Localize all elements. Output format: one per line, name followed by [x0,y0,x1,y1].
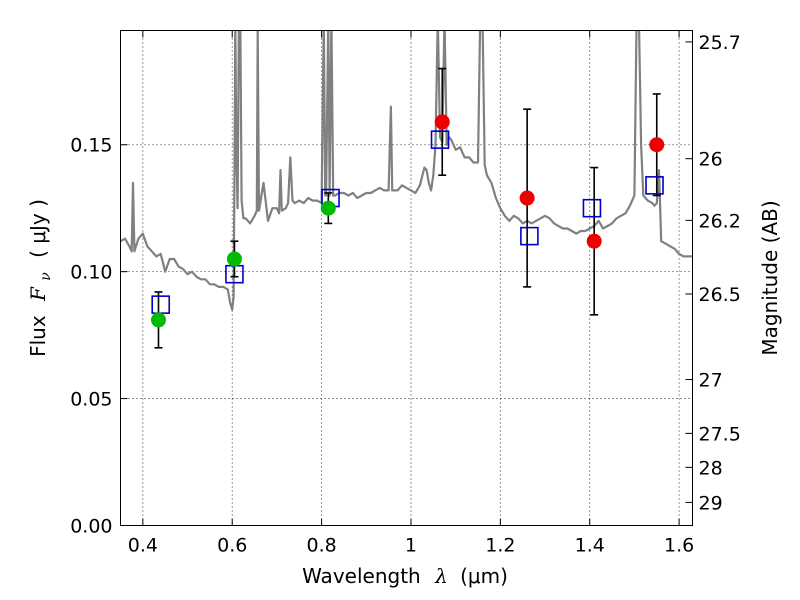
x-axis-label-symbol: λ [434,564,448,588]
model-photometry-square [582,198,602,218]
green-point [226,251,242,267]
model-photometry-square [151,295,171,314]
y-axis-label-symbol: F [26,286,50,302]
y2-axis-label: Magnitude (AB) [758,200,782,355]
x-tick-label: 1.2 [485,535,515,557]
y-tick-label: 0.00 [70,516,112,538]
mag-tick-label: 26.2 [699,210,741,232]
x-tick-label: 1 [405,535,417,557]
data-points-layer [150,67,665,349]
grid [120,30,693,526]
red-point [519,190,535,206]
ticks-layer: 0.4 0.6 0.8 1 1.2 1.4 1.6 0.00 0.05 0.10 0.15 25.7 2… [70,30,741,557]
red-point [434,114,450,130]
y-tick-label: 0.15 [70,135,112,157]
y-axis-label-text: Flux [26,315,50,357]
y-axis-label: Flux F ν ( μJy ) [26,199,55,357]
model-spectrum-layer [120,30,693,311]
green-point [320,200,336,216]
x-tick-label: 0.4 [128,535,158,557]
mag-tick-label: 29 [699,492,723,514]
y-tick-label: 0.10 [70,262,112,284]
model-photometry-square [430,130,450,149]
x-tick-label: 1.4 [575,535,605,557]
model-photometry-square [520,226,539,246]
mag-tick-label: 25.7 [699,32,741,54]
x-axis-label-text: Wavelength [302,564,421,588]
mag-tick-label: 27.5 [699,423,741,445]
mag-tick-label: 27 [699,370,723,392]
x-axis-label: Wavelength λ (μm) [302,564,508,588]
model-spectrum-line [120,30,693,311]
mag-tick-label: 26 [699,149,723,171]
mag-tick-label: 26.5 [699,284,741,306]
y-axis-label-unit: ( μJy ) [26,199,50,258]
y-tick-label: 0.05 [70,389,112,411]
red-point [649,137,665,153]
x-axis-label-unit: (μm) [460,564,508,588]
model-photometry-square [645,176,664,195]
green-point [150,312,166,328]
plot-frame [120,30,693,526]
x-tick-label: 0.6 [217,535,247,557]
mag-tick-label: 28 [699,457,723,479]
x-tick-label: 1.6 [664,535,694,557]
red-point [586,233,602,249]
y-axis-label-subscript: ν [38,272,54,281]
x-tick-label: 0.8 [306,535,336,557]
